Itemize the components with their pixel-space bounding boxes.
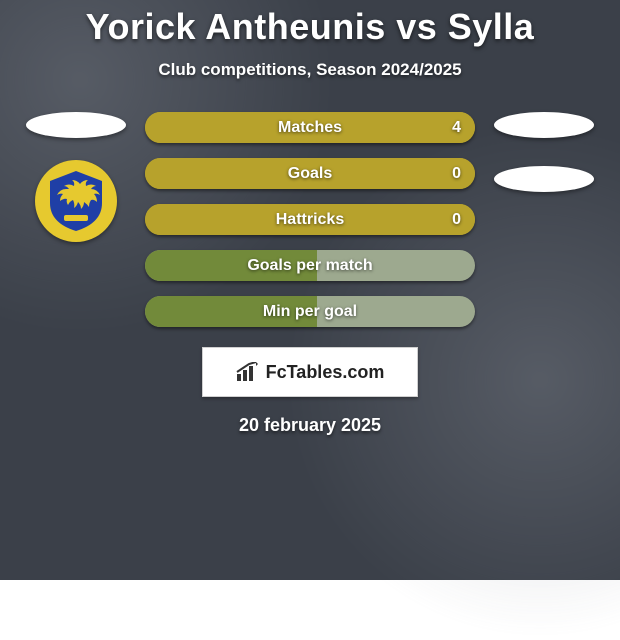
stat-bar: Matches4	[145, 112, 475, 143]
brand-label: FcTables.com	[266, 362, 385, 383]
left-player-club-logo	[35, 160, 117, 242]
stat-bar-fill	[145, 204, 475, 235]
stat-bar: Goals per match	[145, 250, 475, 281]
stat-bar-fill	[145, 296, 317, 327]
stat-bar: Goals0	[145, 158, 475, 189]
stat-bars: Matches4 Goals0 Hattricks0 Goals per match M…	[145, 112, 475, 327]
right-player-club-placeholder	[494, 166, 594, 192]
stat-bar-fill	[145, 158, 475, 189]
date-label: 20 february 2025	[0, 415, 620, 436]
stat-bar-fill	[145, 250, 317, 281]
left-player-avatar	[26, 112, 126, 138]
main-comparison: Matches4 Goals0 Hattricks0 Goals per match M…	[0, 112, 620, 327]
right-player-column	[489, 112, 599, 192]
stat-bar: Hattricks0	[145, 204, 475, 235]
stat-bar: Min per goal	[145, 296, 475, 327]
page-title: Yorick Antheunis vs Sylla	[0, 0, 620, 48]
subtitle: Club competitions, Season 2024/2025	[0, 60, 620, 80]
right-player-avatar	[494, 112, 594, 138]
stat-bar-fill	[145, 112, 475, 143]
brand-box: FcTables.com	[202, 347, 418, 397]
brand-chart-icon	[236, 362, 260, 382]
club-crest-icon	[42, 167, 110, 235]
left-player-column	[21, 112, 131, 242]
